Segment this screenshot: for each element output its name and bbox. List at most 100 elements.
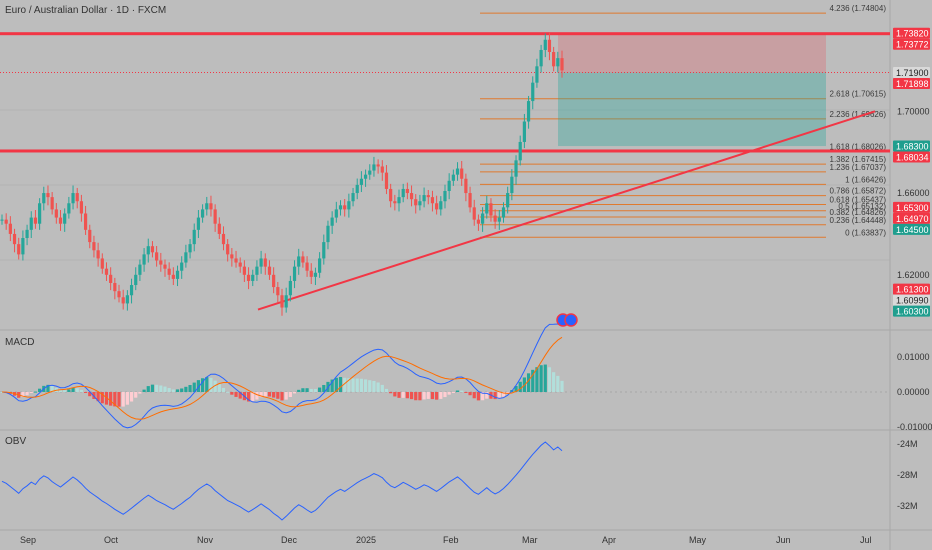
macd-histogram-bar	[88, 392, 92, 397]
candle-body	[322, 242, 326, 259]
candle-body	[234, 258, 238, 263]
macd-histogram-bar	[205, 377, 209, 392]
candlestick-series	[0, 32, 564, 316]
price-axis-label: 1.62000	[897, 270, 930, 280]
candle-body	[480, 213, 485, 224]
candle-body	[414, 199, 418, 206]
macd-histogram-bar	[138, 392, 142, 394]
macd-histogram-bar	[150, 384, 155, 392]
candle-body	[200, 209, 205, 218]
macd-histogram-bar	[480, 392, 485, 401]
price-tag-label: 1.68034	[896, 153, 929, 163]
candle-body	[155, 252, 159, 261]
macd-histogram-bar	[426, 392, 430, 399]
candle-body	[188, 244, 192, 253]
fib-level-label: 1.382 (1.67415)	[830, 155, 887, 164]
candle-body	[418, 201, 422, 206]
candle-body	[347, 201, 351, 210]
macd-histogram-bar	[284, 392, 288, 400]
candle-body	[272, 274, 276, 288]
macd-histogram-bar	[531, 369, 535, 392]
macd-histogram-bar	[113, 392, 117, 407]
price-axis: 1.70000 1.66000 1.62000 0.01000 0.00000 -0.01…	[897, 106, 932, 511]
macd-histogram-bar	[213, 380, 217, 392]
fib-level-label: 4.236 (1.74804)	[830, 4, 887, 13]
time-axis-label: Jul	[860, 535, 872, 545]
candle-body	[292, 266, 297, 281]
candle-body	[29, 217, 33, 230]
macd-histogram-bar	[83, 392, 88, 393]
alert-icon[interactable]	[556, 313, 578, 327]
macd-histogram-bar	[234, 392, 238, 397]
macd-histogram-bar	[175, 389, 180, 392]
candle-body	[54, 209, 58, 218]
macd-histogram-bar	[330, 379, 334, 392]
macd-histogram-bar	[443, 392, 447, 398]
trend-line	[257, 110, 876, 311]
macd-histogram-bar	[292, 392, 297, 394]
time-axis-label: Mar	[522, 535, 538, 545]
time-axis-label: May	[689, 535, 707, 545]
candle-body	[129, 285, 134, 296]
macd-histogram-bar	[485, 392, 489, 399]
macd-histogram-bar	[368, 380, 372, 392]
candle-body	[121, 297, 125, 304]
candle-body	[422, 195, 426, 202]
candle-body	[175, 270, 180, 279]
candle-body	[267, 266, 272, 275]
fibonacci-extension: 4.236 (1.74804) 2.618 (1.70615) 2.236 (1.6…	[480, 4, 887, 238]
candle-body	[472, 207, 476, 220]
candle-body	[134, 274, 138, 286]
macd-histogram-bar	[472, 392, 476, 399]
macd-histogram-bar	[280, 392, 284, 401]
candle-body	[514, 160, 518, 177]
candle-body	[4, 219, 8, 224]
macd-histogram-bar	[514, 385, 518, 392]
macd-histogram-bar	[75, 388, 79, 392]
candle-body	[280, 295, 284, 308]
candle-body	[393, 201, 397, 204]
time-axis: Sep Oct Nov Dec 2025 Feb Mar Apr May Jun Jul	[20, 535, 872, 545]
macd-histogram-bar	[384, 388, 389, 392]
candle-body	[92, 242, 96, 251]
macd-histogram-bar	[397, 392, 401, 398]
obv-axis-label: -28M	[897, 470, 918, 480]
obv-axis-label: -32M	[897, 501, 918, 511]
candle-body	[326, 225, 330, 243]
candle-body	[230, 254, 234, 259]
time-axis-label: Nov	[197, 535, 214, 545]
macd-histogram-bar	[405, 392, 409, 399]
macd-histogram-bar	[230, 392, 234, 395]
candle-body	[489, 203, 493, 216]
candle-body	[284, 295, 288, 308]
resistance-line	[0, 32, 890, 36]
candle-body	[46, 193, 50, 198]
candle-body	[510, 176, 514, 194]
candle-body	[12, 233, 17, 245]
macd-axis-label: 0.00000	[897, 387, 930, 397]
fib-level-label: 0.786 (1.65872)	[830, 187, 887, 196]
price-tag-label: 1.64500	[896, 225, 929, 235]
candle-body	[439, 201, 443, 210]
price-tag-box	[893, 212, 930, 224]
macd-histogram-bar	[556, 375, 560, 392]
macd-histogram-bar	[501, 392, 506, 397]
macd-histogram-bar	[347, 378, 351, 392]
price-tag-box	[893, 77, 930, 89]
candle-body	[246, 274, 251, 281]
candle-body	[476, 219, 481, 224]
candle-body	[305, 262, 309, 271]
obv-title: OBV	[5, 436, 26, 447]
candle-body	[142, 254, 146, 265]
time-axis-label: Feb	[443, 535, 459, 545]
macd-histogram-bar	[418, 392, 422, 401]
candle-body	[213, 209, 217, 224]
obv-pane	[1, 441, 563, 521]
candle-body	[401, 188, 405, 198]
time-axis-label: Oct	[104, 535, 119, 545]
obv-axis-label: -24M	[897, 439, 918, 449]
macd-histogram-bar	[184, 386, 188, 392]
macd-histogram-bar	[38, 388, 42, 392]
